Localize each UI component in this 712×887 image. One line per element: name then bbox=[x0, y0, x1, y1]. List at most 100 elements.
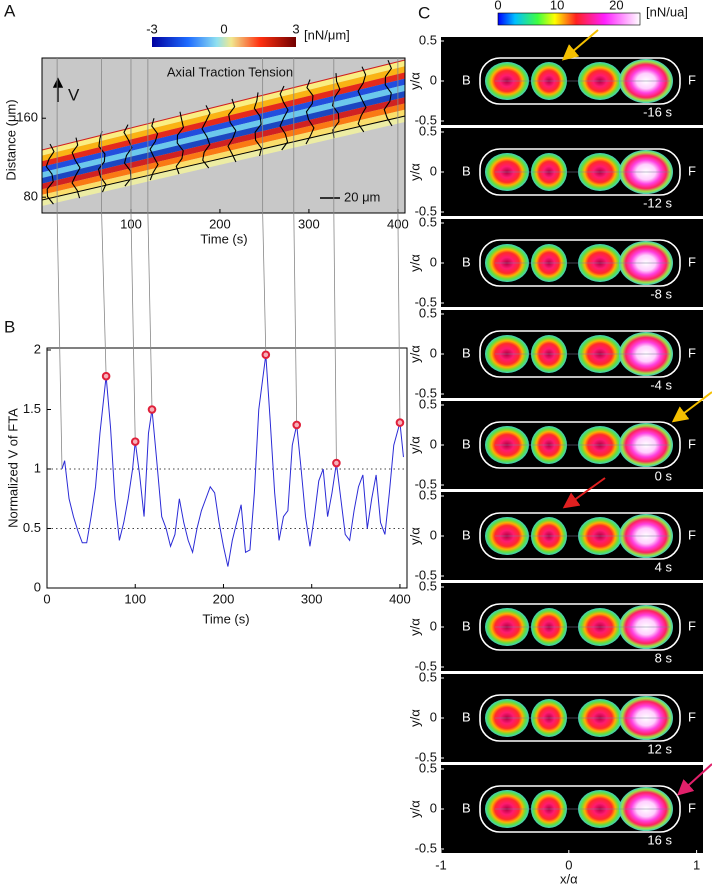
y-tick-label: -0.5 bbox=[415, 567, 437, 582]
contour-line bbox=[71, 137, 81, 199]
side-label: B bbox=[462, 709, 471, 724]
heatmap-band bbox=[42, 78, 405, 173]
y-axis-label: y/α bbox=[407, 345, 422, 363]
y-tick-label: 0 bbox=[430, 709, 437, 724]
colorbar-tick-label: 10 bbox=[550, 0, 564, 12]
plot-frame bbox=[46, 347, 408, 589]
connector-line bbox=[101, 58, 107, 377]
side-label: B bbox=[462, 436, 471, 451]
side-label: F bbox=[688, 800, 696, 815]
cell-outline bbox=[479, 239, 681, 287]
y-tick-label: 0 bbox=[430, 254, 437, 269]
contour-line bbox=[331, 73, 341, 139]
cell-outline bbox=[479, 148, 681, 196]
y-axis-label: y/α bbox=[407, 72, 422, 90]
contour-line bbox=[45, 143, 55, 205]
y-tick-label: 0 bbox=[430, 618, 437, 633]
y-tick-label: 0.5 bbox=[419, 578, 437, 593]
colorbar-unit: [nN/μm] bbox=[304, 27, 350, 42]
contour-line bbox=[97, 130, 107, 193]
x-tick-label: -1 bbox=[435, 857, 447, 872]
band-edge bbox=[41, 59, 406, 151]
side-label: B bbox=[462, 527, 471, 542]
annotation: V bbox=[68, 85, 80, 104]
y-tick-label: -0.5 bbox=[415, 203, 437, 218]
y-axis-label: y/α bbox=[407, 436, 422, 454]
side-label: F bbox=[688, 618, 696, 633]
peak-marker bbox=[395, 418, 405, 427]
side-label: F bbox=[688, 163, 696, 178]
y-axis-label: y/α bbox=[407, 163, 422, 181]
side-label: B bbox=[462, 800, 471, 815]
y-tick-label: 0 bbox=[430, 527, 437, 542]
side-label: F bbox=[688, 709, 696, 724]
y-tick-label: -0.5 bbox=[415, 658, 437, 673]
colorbar bbox=[497, 12, 641, 26]
y-tick-label: 0.5 bbox=[419, 305, 437, 320]
y-tick-label: 1.5 bbox=[23, 401, 41, 416]
connector-line bbox=[147, 58, 153, 410]
side-label: F bbox=[688, 527, 696, 542]
x-tick-label: 200 bbox=[209, 216, 231, 231]
y-tick-label: 0 bbox=[430, 436, 437, 451]
y-tick-label: -0.5 bbox=[415, 294, 437, 309]
heatmap-band bbox=[42, 66, 405, 162]
peak-marker bbox=[292, 420, 302, 430]
x-tick-label: 300 bbox=[301, 591, 323, 606]
contour-line bbox=[175, 111, 185, 175]
y-tick-label: 0 bbox=[430, 163, 437, 178]
panel-letter: A bbox=[4, 1, 16, 20]
connector-line bbox=[333, 58, 337, 464]
side-label: B bbox=[462, 72, 471, 87]
contour-line bbox=[383, 60, 393, 127]
y-tick-label: 1 bbox=[34, 460, 41, 475]
cell-outline bbox=[479, 421, 681, 469]
side-label: B bbox=[462, 345, 471, 360]
colorbar-tick-label: 20 bbox=[609, 0, 623, 12]
x-axis-label: Time (s) bbox=[202, 611, 249, 626]
heatmap-band bbox=[42, 84, 405, 178]
y-tick-label: -0.5 bbox=[415, 476, 437, 491]
peak-marker bbox=[261, 350, 271, 360]
y-axis-label: Distance (μm) bbox=[3, 99, 18, 180]
annotation: 20 μm bbox=[344, 189, 380, 204]
contour-line bbox=[357, 66, 367, 133]
side-label: F bbox=[688, 72, 696, 87]
y-tick-label: -0.5 bbox=[415, 112, 437, 127]
cell-outline bbox=[479, 603, 681, 651]
heatmap-band bbox=[42, 103, 405, 195]
y-tick-label: 0 bbox=[430, 72, 437, 87]
colorbar-tick-label: 0 bbox=[494, 0, 501, 12]
frame-time-label: -16 s bbox=[643, 104, 672, 119]
frame-time-label: 16 s bbox=[647, 832, 672, 847]
side-label: F bbox=[688, 345, 696, 360]
contour-line bbox=[227, 98, 237, 163]
colorbar-tick-label: 3 bbox=[292, 21, 299, 36]
x-tick-label: 0 bbox=[565, 857, 572, 872]
frame-time-label: 0 s bbox=[655, 468, 673, 483]
data-line bbox=[61, 354, 404, 567]
colorbar-tick-label: 0 bbox=[220, 21, 227, 36]
heatmap-band bbox=[42, 60, 405, 156]
contour-line bbox=[305, 79, 315, 145]
peak-marker bbox=[101, 371, 111, 381]
frame-time-label: -8 s bbox=[650, 286, 672, 301]
panel-letter: B bbox=[4, 317, 15, 336]
band-edge bbox=[41, 115, 406, 201]
frame-time-label: 4 s bbox=[655, 559, 673, 574]
cell-outline bbox=[479, 57, 681, 105]
peak-marker bbox=[130, 437, 140, 446]
frame-time-label: 12 s bbox=[647, 741, 672, 756]
peak-marker bbox=[147, 405, 157, 414]
y-tick-label: 0 bbox=[34, 579, 41, 594]
heatmap-band bbox=[42, 115, 405, 206]
colorbar-unit: [nN/ua] bbox=[646, 4, 688, 19]
colorbar-tick-label: -3 bbox=[146, 21, 158, 36]
x-tick-label: 100 bbox=[124, 591, 146, 606]
connector-line bbox=[397, 58, 401, 423]
y-axis-label: y/α bbox=[407, 254, 422, 272]
highlight-arrow bbox=[677, 763, 712, 796]
plot-frame bbox=[41, 57, 406, 214]
y-tick-label: 0.5 bbox=[419, 123, 437, 138]
